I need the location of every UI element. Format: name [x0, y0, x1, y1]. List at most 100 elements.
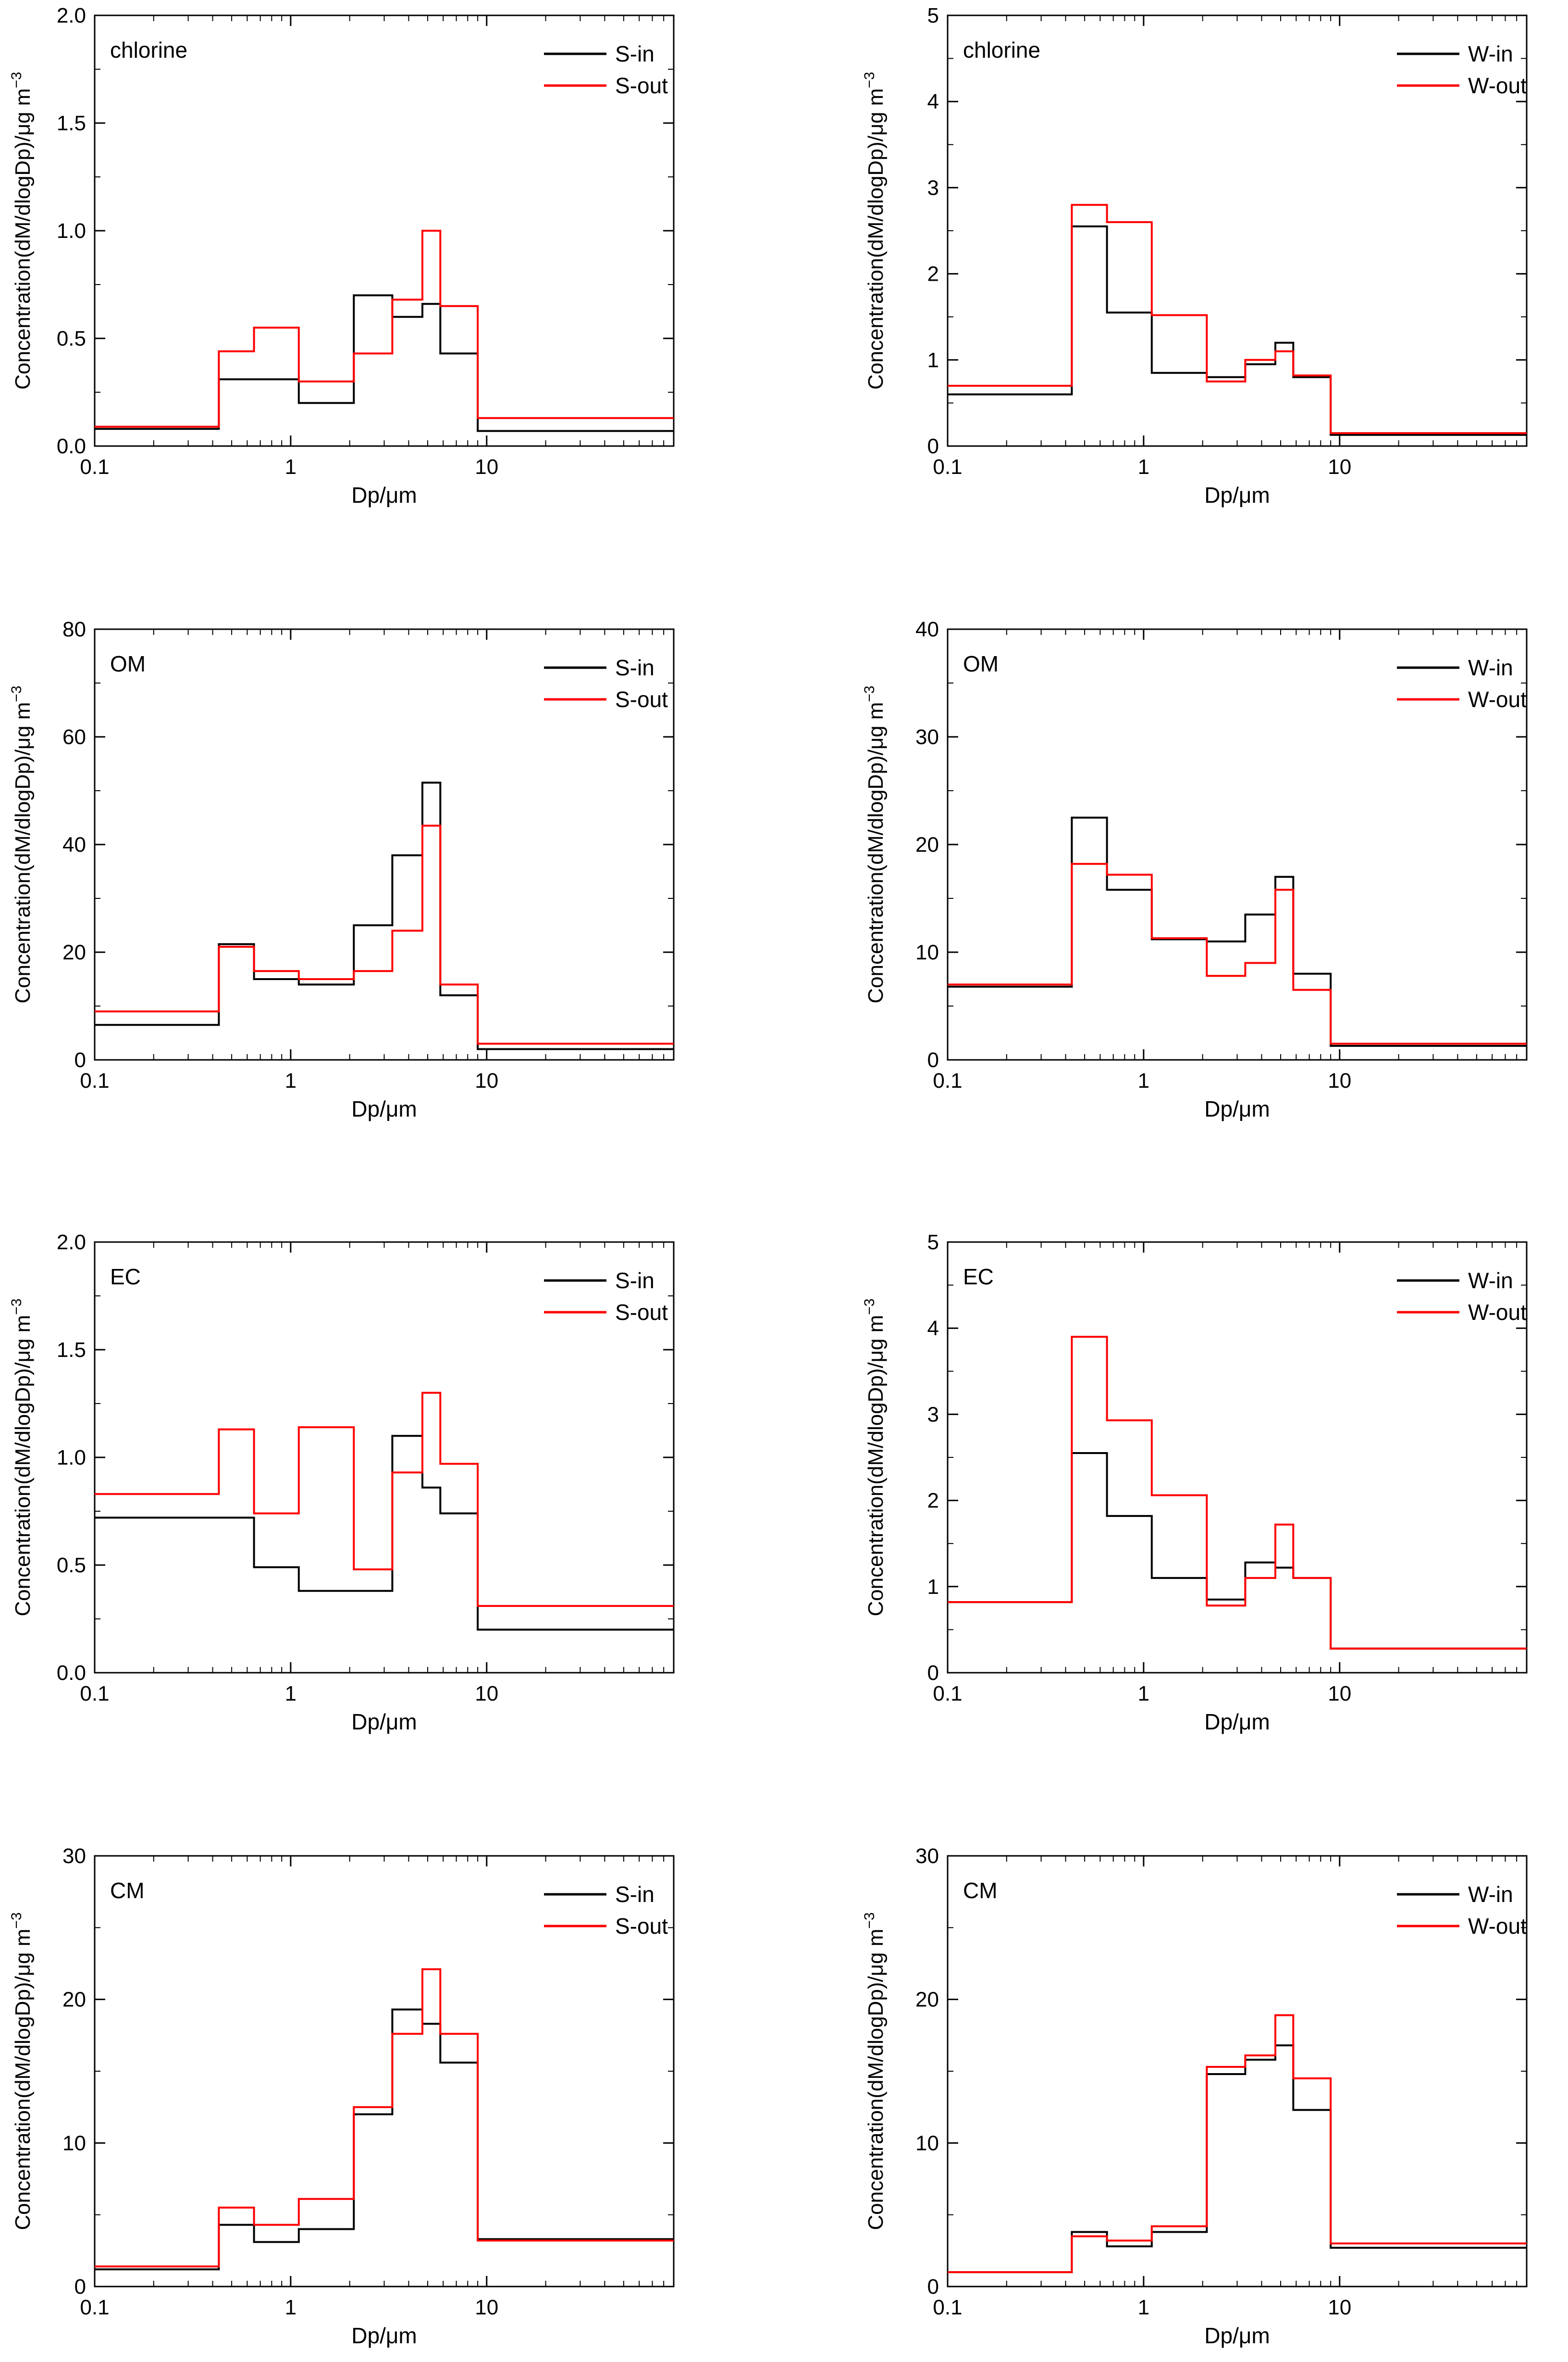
plot-frame [94, 1855, 675, 2287]
y-tick-label: 80 [62, 618, 86, 641]
y-tick-label: 0.5 [57, 1554, 86, 1577]
y-axis-label-superscript: −3 [862, 1912, 877, 1928]
x-tick-label: 10 [475, 1069, 498, 1093]
y-axis-label: Concentration(dM/dlogDp)/μg m−3 [862, 72, 888, 389]
panel-title: chlorine [963, 37, 1040, 62]
series-line-w-out [948, 204, 1527, 435]
y-tick-label: 0.5 [57, 327, 86, 350]
y-tick-label: 0 [74, 2275, 86, 2299]
series-line-s-in [95, 294, 674, 432]
x-tick-label: 10 [1328, 1069, 1351, 1093]
x-axis-label: Dp/μm [1204, 483, 1270, 508]
y-tick-label: 2.0 [57, 4, 86, 27]
y-axis-label-superscript: −3 [862, 72, 877, 88]
chart-panel-2: 0.1 1 10 0 1 2 3 4 5 Dp/μm Concentration(dM/dlogDp… [862, 4, 1528, 508]
chart-panel-7: 0.1 1 10 0 10 20 30 Dp/μm Concentration(dM/dlogD… [9, 1844, 675, 2348]
series-line-w-in [948, 2044, 1527, 2274]
x-tick-label: 1 [1138, 455, 1149, 479]
y-tick-label: 10 [915, 941, 939, 964]
legend-label-s-in: S-in [615, 1268, 654, 1293]
x-tick-label: 0.1 [80, 1069, 109, 1093]
y-axis-label-superscript: −3 [9, 685, 25, 702]
series-line-s-in [95, 1435, 674, 1631]
y-axis-label-superscript: −3 [862, 685, 877, 702]
x-axis-label: Dp/μm [1204, 1709, 1270, 1734]
y-tick-label: 2 [927, 262, 939, 286]
y-axis-label: Concentration(dM/dlogDp)/μg m−3 [862, 1912, 888, 2230]
series-line-w-in [948, 225, 1527, 436]
chart-panel-6: 0.1 1 10 0 1 2 3 4 5 Dp/μm Concentration(dM/dlogDp… [862, 1231, 1528, 1734]
panel-title: EC [110, 1264, 141, 1289]
series-line-s-in [95, 2008, 674, 2271]
x-tick-label: 0.1 [80, 455, 109, 479]
y-tick-label: 0 [927, 435, 939, 458]
plot-frame [947, 1855, 1528, 2287]
plot-frame [947, 1241, 1528, 1674]
y-axis-label: Concentration(dM/dlogDp)/μg m−3 [9, 1912, 35, 2230]
y-tick-label: 10 [915, 2131, 939, 2155]
x-tick-label: 1 [1138, 1682, 1149, 1705]
x-tick-label: 0.1 [933, 1682, 962, 1705]
y-tick-label: 0.0 [57, 1661, 86, 1685]
panel-title: OM [110, 651, 146, 676]
y-tick-label: 60 [62, 725, 86, 749]
series-line-w-out [948, 2014, 1527, 2274]
legend-label-w-out: W-out [1468, 1300, 1527, 1325]
y-axis-label: Concentration(dM/dlogDp)/μg m−3 [9, 72, 35, 389]
legend-label-s-out: S-out [615, 1914, 668, 1939]
x-axis-label: Dp/μm [1204, 2323, 1270, 2348]
y-tick-label: 40 [62, 833, 86, 857]
plot-frame [947, 628, 1528, 1061]
legend-label-w-in: W-in [1468, 41, 1513, 66]
x-tick-label: 1 [285, 2296, 296, 2319]
y-axis-label: Concentration(dM/dlogDp)/μg m−3 [9, 1298, 35, 1616]
plot-frame [94, 628, 675, 1061]
chart-panel-3: 0.1 1 10 0 20 40 60 80 Dp/μm Concentration(dM/dlo… [9, 618, 675, 1121]
y-tick-label: 20 [915, 833, 939, 857]
y-axis-label: Concentration(dM/dlogDp)/μg m−3 [862, 1298, 888, 1616]
y-tick-label: 2.0 [57, 1231, 86, 1254]
y-axis-label-superscript: −3 [9, 72, 25, 88]
series-line-w-in [948, 817, 1527, 1047]
x-axis-label: Dp/μm [351, 1096, 417, 1121]
plot-frame [94, 14, 675, 447]
legend-label-w-in: W-in [1468, 1882, 1513, 1907]
y-tick-label: 1.5 [57, 112, 86, 135]
x-axis-label: Dp/μm [351, 2323, 417, 2348]
y-tick-label: 20 [915, 1988, 939, 2012]
y-tick-label: 5 [927, 1231, 939, 1254]
panel-title: CM [110, 1878, 145, 1903]
chart-panel-1: 0.1 1 10 0.0 0.5 1.0 1.5 2.0 Dp/μm Concentration(… [9, 4, 675, 508]
y-tick-label: 0 [74, 1048, 86, 1072]
x-tick-label: 10 [1328, 455, 1351, 479]
x-tick-label: 0.1 [80, 2296, 109, 2319]
x-tick-label: 0.1 [933, 2296, 962, 2319]
y-tick-label: 5 [927, 4, 939, 27]
legend-label-s-out: S-out [615, 1300, 668, 1325]
y-tick-label: 0.0 [57, 435, 86, 458]
x-axis-label: Dp/μm [351, 483, 417, 508]
y-tick-label: 1 [927, 348, 939, 372]
y-tick-label: 1.5 [57, 1338, 86, 1362]
legend-label-w-out: W-out [1468, 73, 1527, 98]
chart-panel-8: 0.1 1 10 0 10 20 30 Dp/μm Concentration(dM/dlogD… [862, 1844, 1528, 2348]
legend-label-s-out: S-out [615, 73, 668, 98]
legend-label-w-in: W-in [1468, 1268, 1513, 1293]
plot-frame [94, 1241, 675, 1674]
x-axis-label: Dp/μm [1204, 1096, 1270, 1121]
x-axis-label: Dp/μm [351, 1709, 417, 1734]
panel-title: CM [963, 1878, 998, 1903]
x-tick-label: 0.1 [933, 1069, 962, 1093]
series-line-s-in [95, 782, 674, 1050]
series-line-s-out [95, 1392, 674, 1607]
x-tick-label: 1 [285, 455, 296, 479]
y-tick-label: 20 [62, 941, 86, 964]
y-tick-label: 1 [927, 1575, 939, 1599]
legend-label-s-in: S-in [615, 1882, 654, 1907]
legend-label-w-in: W-in [1468, 655, 1513, 680]
y-tick-label: 3 [927, 1403, 939, 1426]
y-tick-label: 10 [62, 2131, 86, 2155]
y-tick-label: 0 [927, 1048, 939, 1072]
y-tick-label: 0 [927, 1661, 939, 1685]
